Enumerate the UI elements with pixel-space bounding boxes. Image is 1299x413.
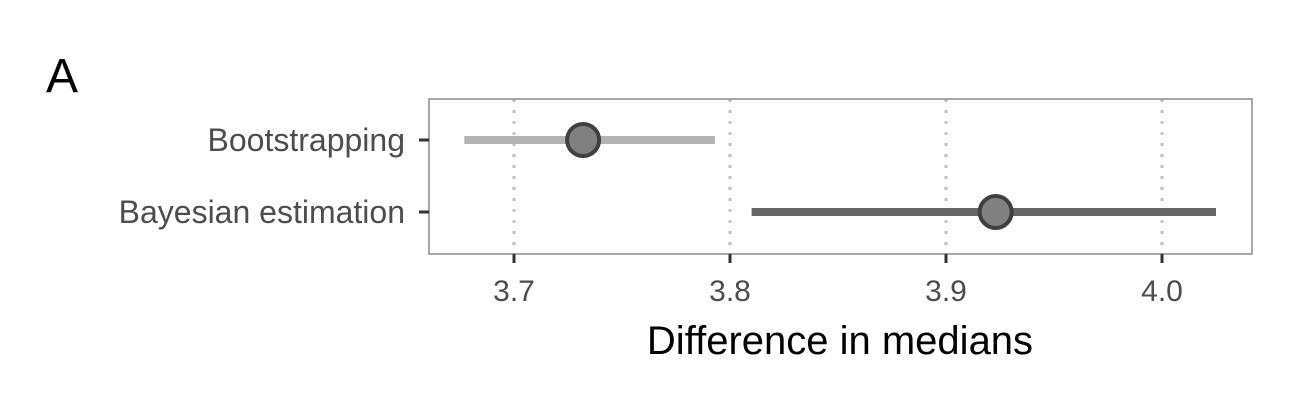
y-category-label: Bayesian estimation	[119, 194, 405, 230]
point-estimate	[565, 122, 602, 158]
y-category-label: Bootstrapping	[208, 122, 405, 158]
x-tick-label: 3.7	[493, 275, 535, 308]
x-axis-title: Difference in medians	[647, 319, 1033, 363]
plot-frame	[428, 98, 1253, 255]
grid-lines	[512, 99, 1164, 254]
x-axis-tick-labels: 3.7 3.8 3.9 4.0	[493, 275, 1183, 308]
x-tick-label: 3.9	[925, 275, 967, 308]
x-tick-label: 3.8	[709, 275, 751, 308]
x-axis-ticks	[512, 254, 1164, 263]
interval-series	[464, 122, 1216, 230]
panel-label: A	[46, 50, 78, 103]
y-axis-ticks	[419, 138, 429, 214]
y-axis-labels: Bootstrapping Bayesian estimation	[119, 122, 405, 230]
x-tick-label: 4.0	[1141, 275, 1183, 308]
point-estimate	[977, 194, 1014, 230]
